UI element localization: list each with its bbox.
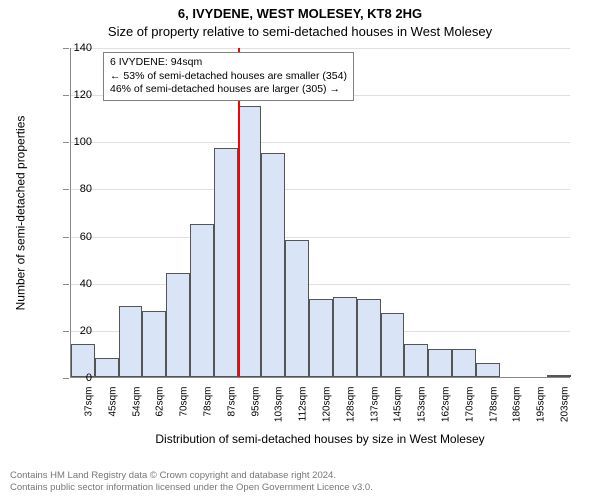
gridline [71,48,570,49]
histogram-bar [95,358,119,377]
histogram-bar [428,349,452,377]
histogram-bar [404,344,428,377]
y-axis-label: Number of semi-detached properties [12,48,28,378]
y-tick-label: 100 [62,136,92,148]
annotation-line: 46% of semi-detached houses are larger (… [110,83,347,97]
gridline [71,142,570,143]
gridline [71,189,570,190]
y-tick-label: 140 [62,42,92,54]
gridline [71,237,570,238]
plot-area: 37sqm45sqm54sqm62sqm70sqm78sqm87sqm95sqm… [70,48,570,378]
y-tick-label: 80 [62,183,92,195]
footer-attribution: Contains HM Land Registry data © Crown c… [10,470,373,494]
histogram-bar [452,349,476,377]
y-tick-label: 60 [62,231,92,243]
histogram-bar [238,106,262,377]
chart-subtitle: Size of property relative to semi-detach… [0,24,600,39]
histogram-bar [381,313,405,377]
histogram-chart: 6, IVYDENE, WEST MOLESEY, KT8 2HG Size o… [0,0,600,500]
gridline [71,284,570,285]
y-tick-label: 40 [62,278,92,290]
annotation-line: 6 IVYDENE: 94sqm [110,56,347,70]
chart-title: 6, IVYDENE, WEST MOLESEY, KT8 2HG [0,6,600,21]
y-tick-label: 0 [62,372,92,384]
histogram-bar [285,240,309,377]
histogram-bar [119,306,143,377]
histogram-bar [309,299,333,377]
histogram-bar [547,375,571,377]
histogram-bar [357,299,381,377]
histogram-bar [333,297,357,377]
histogram-bar [190,224,214,377]
histogram-bar [261,153,285,377]
histogram-bar [142,311,166,377]
y-tick-label: 120 [62,89,92,101]
histogram-bar [214,148,238,377]
annotation-box: 6 IVYDENE: 94sqm← 53% of semi-detached h… [103,52,354,101]
annotation-line: ← 53% of semi-detached houses are smalle… [110,70,347,84]
histogram-bar [476,363,500,377]
histogram-bar [166,273,190,377]
x-axis-label: Distribution of semi-detached houses by … [70,432,570,446]
y-tick-label: 20 [62,325,92,337]
footer-line: Contains public sector information licen… [10,482,373,494]
footer-line: Contains HM Land Registry data © Crown c… [10,470,373,482]
